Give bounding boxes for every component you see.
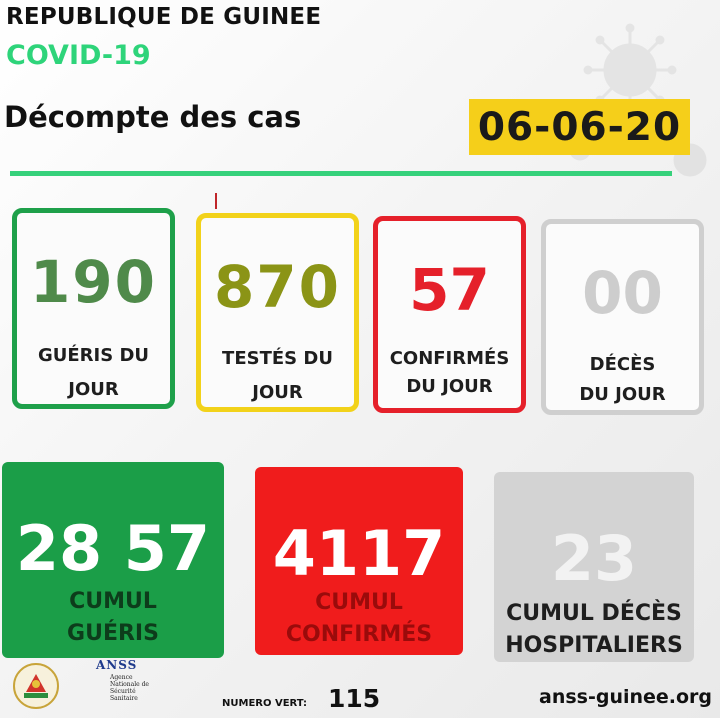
daily-confirmed-label: CONFIRMÉS DU JOUR [389,348,510,397]
daily-confirmed-value: 57 [409,256,490,324]
cumulative-deaths-value: 23 [550,522,638,595]
daily-recovered-card: 190 GUÉRIS DU JOUR [12,208,175,409]
cumulative-recovered-card: 28 57 CUMUL GUÉRIS [2,462,224,658]
anss-logo-text: ANSS [96,658,138,672]
country-title: REPUBLIQUE DE GUINEE [6,4,322,30]
cumulative-confirmed-card: 4117 CUMUL CONFIRMÉS [255,467,463,655]
date-badge: 06-06-20 [469,99,690,155]
cumulative-recovered-label: CUMUL GUÉRIS [67,589,159,646]
anss-logo-subtext: Agence Nationale de Sécurité Sanitaire [110,674,149,702]
hotline-label: NUMERO VERT: [222,698,308,709]
website-link[interactable]: anss-guinee.org [539,686,713,708]
cumulative-recovered-value: 28 57 [15,512,211,585]
program-title: COVID-19 [6,40,151,71]
daily-tested-label: TESTÉS DU JOUR [222,348,333,403]
page-subtitle: Décompte des cas [4,100,302,134]
daily-deaths-value: 00 [582,259,663,327]
cumulative-confirmed-label: CUMUL CONFIRMÉS [285,590,433,647]
cumulative-deaths-card: 23 CUMUL DÉCÈS HOSPITALIERS [494,472,694,662]
daily-deaths-label: DÉCÈS DU JOUR [579,354,666,405]
coat-of-arms-icon [13,663,59,709]
header-divider [10,171,672,176]
hotline-number: 115 [328,684,381,713]
daily-tested-value: 870 [213,253,342,321]
red-tick-mark [215,193,217,209]
daily-confirmed-card: 57 CONFIRMÉS DU JOUR [373,216,526,413]
cumulative-deaths-label: CUMUL DÉCÈS HOSPITALIERS [505,601,683,658]
cumulative-confirmed-value: 4117 [272,517,446,590]
daily-recovered-label: GUÉRIS DU JOUR [37,345,150,400]
daily-deaths-card: 00 DÉCÈS DU JOUR [541,219,704,415]
daily-recovered-value: 190 [29,248,158,316]
daily-tested-card: 870 TESTÉS DU JOUR [196,213,359,412]
anss-logo-icon: ANSS Agence Nationale de Sécurité Sanita… [92,658,154,714]
